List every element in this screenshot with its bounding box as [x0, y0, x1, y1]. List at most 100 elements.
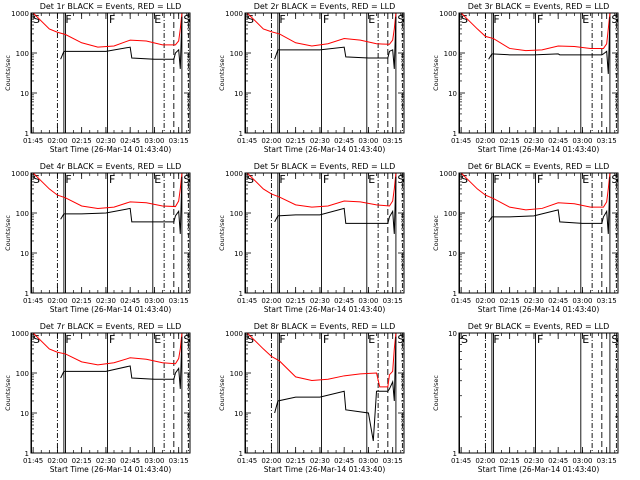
y-tick-label: 1	[453, 290, 457, 298]
event-marker-label: E	[154, 173, 161, 186]
event-marker-label: S	[611, 173, 618, 186]
x-tick-label: 03:00	[144, 457, 164, 465]
x-tick-label: 02:30	[96, 297, 116, 305]
y-tick-label: 1000	[11, 170, 29, 178]
x-tick-label: 02:45	[334, 457, 354, 465]
panel-title: Det 2r BLACK = Events, RED = LLD	[254, 2, 396, 11]
y-axis-label: Counts/sec	[218, 55, 226, 91]
event-marker-label: S	[461, 173, 468, 186]
x-tick-label: 03:15	[597, 297, 617, 305]
event-marker-label: S	[33, 333, 40, 346]
x-tick-label: 03:00	[358, 457, 378, 465]
x-tick-label: 03:15	[169, 297, 189, 305]
plot-frame	[30, 172, 191, 294]
x-tick-label: 03:15	[597, 137, 617, 145]
event-marker-label: E	[368, 13, 375, 26]
y-tick-label: 10	[234, 250, 243, 258]
series-line-black	[488, 176, 611, 234]
x-tick-label: 02:30	[310, 137, 330, 145]
panel-title: Det 6r BLACK = Events, RED = LLD	[468, 162, 610, 171]
x-axis-label: Start Time (26-Mar-14 01:43:40)	[264, 305, 386, 314]
x-tick-label: 02:45	[334, 297, 354, 305]
x-tick-label: 02:45	[334, 137, 354, 145]
x-tick-label: 01:45	[451, 137, 471, 145]
event-marker-label: F	[537, 13, 543, 26]
plot-frame	[458, 172, 619, 294]
y-tick-label: 1000	[11, 330, 29, 338]
x-tick-label: 02:00	[47, 297, 67, 305]
event-marker-label: F	[279, 173, 285, 186]
x-tick-label: 02:00	[475, 457, 495, 465]
panel-title: Det 3r BLACK = Events, RED = LLD	[468, 2, 610, 11]
series-line-red	[32, 332, 183, 366]
x-axis-label: Start Time (26-Mar-14 01:43:40)	[264, 145, 386, 154]
panel-1: Det 1r BLACK = Events, RED = LLD Counts/s…	[4, 2, 191, 154]
y-tick-label: 1000	[439, 170, 457, 178]
x-tick-label: 02:15	[72, 297, 92, 305]
panel-title: Det 5r BLACK = Events, RED = LLD	[254, 162, 396, 171]
event-marker-label: F	[493, 13, 499, 26]
panel-title: Det 7r BLACK = Events, RED = LLD	[40, 322, 182, 331]
y-tick-label: 1	[25, 130, 29, 138]
event-marker-label: F	[65, 173, 71, 186]
series-line-red	[32, 12, 183, 48]
y-tick-label: 1000	[225, 330, 243, 338]
event-marker-label: F	[65, 13, 71, 26]
event-marker-label: F	[279, 333, 285, 346]
x-tick-label: 02:45	[548, 457, 568, 465]
event-marker-label: F	[279, 13, 285, 26]
x-tick-label: 02:30	[96, 137, 116, 145]
x-tick-label: 02:00	[475, 297, 495, 305]
plot-frame	[30, 12, 191, 134]
y-tick-label: 10	[20, 410, 29, 418]
y-tick-label: 10	[20, 250, 29, 258]
y-tick-label: 100	[16, 210, 29, 218]
x-tick-label: 02:45	[120, 457, 140, 465]
event-marker-label: E	[582, 333, 589, 346]
x-tick-label: 02:00	[261, 297, 281, 305]
panel-5: Det 5r BLACK = Events, RED = LLD Counts/s…	[218, 162, 405, 314]
event-marker-label: F	[109, 173, 115, 186]
x-axis-label: Start Time (26-Mar-14 01:43:40)	[264, 465, 386, 474]
event-marker-label: S	[461, 13, 468, 26]
x-tick-label: 02:30	[310, 457, 330, 465]
panel-8: Det 8r BLACK = Events, RED = LLD Counts/s…	[218, 322, 405, 474]
y-tick-label: 1	[25, 290, 29, 298]
plot-frame	[244, 172, 405, 294]
panel-7: Det 7r BLACK = Events, RED = LLD Counts/s…	[4, 322, 191, 474]
event-marker-label: E	[154, 13, 161, 26]
x-axis-label: Start Time (26-Mar-14 01:43:40)	[50, 305, 172, 314]
series-line-black	[60, 176, 183, 234]
panel-title: Det 9r BLACK = Events, RED = LLD	[468, 322, 610, 331]
x-axis-label: Start Time (26-Mar-14 01:43:40)	[478, 145, 600, 154]
y-tick-label: 10	[448, 250, 457, 258]
y-tick-label: 1000	[11, 10, 29, 18]
event-marker-label: F	[493, 333, 499, 346]
x-tick-label: 01:45	[237, 457, 257, 465]
event-marker-label: S	[611, 333, 618, 346]
y-axis-label: Counts/sec	[218, 215, 226, 251]
x-tick-label: 02:15	[286, 457, 306, 465]
panel-title: Det 8r BLACK = Events, RED = LLD	[254, 322, 396, 331]
y-tick-label: 100	[230, 370, 243, 378]
plot-frame	[244, 12, 405, 134]
series-line-black	[274, 16, 397, 69]
event-marker-label: E	[368, 333, 375, 346]
y-tick-label: 1000	[225, 170, 243, 178]
x-tick-label: 02:00	[475, 137, 495, 145]
y-tick-label: 100	[230, 50, 243, 58]
event-marker-label: E	[154, 333, 161, 346]
y-tick-label: 1	[239, 290, 243, 298]
x-tick-label: 03:00	[358, 297, 378, 305]
event-marker-label: S	[247, 333, 254, 346]
event-marker-label: S	[183, 333, 190, 346]
series-line-red	[460, 12, 611, 52]
x-tick-label: 03:15	[383, 297, 403, 305]
x-tick-label: 03:00	[144, 137, 164, 145]
x-tick-label: 03:00	[358, 137, 378, 145]
y-tick-label: 10	[20, 90, 29, 98]
y-tick-label: 100	[444, 210, 457, 218]
x-tick-label: 03:00	[144, 297, 164, 305]
